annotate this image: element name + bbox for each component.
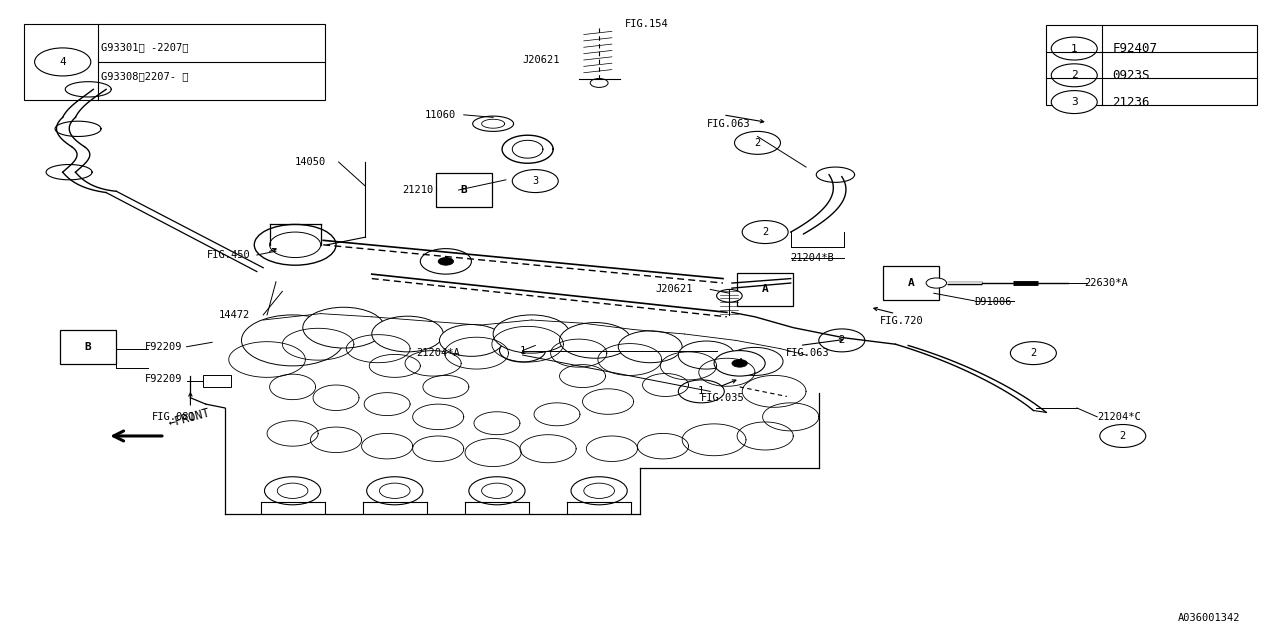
Circle shape <box>438 257 453 265</box>
Circle shape <box>727 348 783 376</box>
Text: A: A <box>762 284 768 294</box>
Text: F92407: F92407 <box>1112 42 1157 55</box>
Text: FIG.720: FIG.720 <box>881 316 924 326</box>
Text: FIG.450: FIG.450 <box>206 250 251 260</box>
Text: 14472: 14472 <box>219 310 251 320</box>
Circle shape <box>493 315 570 353</box>
Circle shape <box>714 351 765 376</box>
Text: J20621: J20621 <box>522 55 559 65</box>
Circle shape <box>512 170 558 193</box>
Text: FIG.035: FIG.035 <box>701 393 745 403</box>
Text: G93301〈 -2207〉: G93301〈 -2207〉 <box>101 42 188 52</box>
Circle shape <box>242 315 344 366</box>
Text: 21204*B: 21204*B <box>791 253 835 262</box>
Bar <box>883 266 938 300</box>
Text: 21204*A: 21204*A <box>416 348 461 358</box>
Circle shape <box>420 248 471 274</box>
Text: A: A <box>908 278 914 288</box>
Text: 1: 1 <box>520 346 526 356</box>
Circle shape <box>927 278 946 288</box>
Circle shape <box>584 483 614 499</box>
Circle shape <box>742 221 788 244</box>
Bar <box>737 273 794 306</box>
Circle shape <box>265 477 321 505</box>
Text: D91006: D91006 <box>974 297 1012 307</box>
Text: 1: 1 <box>1071 44 1078 54</box>
Bar <box>435 173 492 207</box>
Circle shape <box>439 324 503 356</box>
Text: J20621: J20621 <box>655 284 692 294</box>
Circle shape <box>1010 342 1056 365</box>
Text: G93308〈2207- 〉: G93308〈2207- 〉 <box>101 72 188 81</box>
Circle shape <box>1051 91 1097 113</box>
Text: 2: 2 <box>754 138 760 148</box>
Text: 2: 2 <box>1071 70 1078 80</box>
Text: 4: 4 <box>443 257 449 266</box>
Text: FIG.063: FIG.063 <box>707 119 750 129</box>
Text: F92209: F92209 <box>145 374 183 383</box>
Text: FIG.081: FIG.081 <box>152 412 196 422</box>
Circle shape <box>732 360 748 367</box>
Text: 2: 2 <box>1030 348 1037 358</box>
Bar <box>1046 25 1257 104</box>
Bar <box>24 24 325 100</box>
Text: 1: 1 <box>698 387 704 396</box>
Circle shape <box>717 289 742 302</box>
Text: 21210: 21210 <box>402 185 433 195</box>
Bar <box>60 330 116 364</box>
Text: 0923S: 0923S <box>1112 69 1149 82</box>
Circle shape <box>678 341 735 369</box>
Circle shape <box>735 131 781 154</box>
Circle shape <box>618 331 682 363</box>
Text: 2: 2 <box>1120 431 1126 441</box>
Text: 4: 4 <box>59 57 67 67</box>
Circle shape <box>278 483 308 499</box>
Text: 21204*C: 21204*C <box>1097 412 1140 422</box>
Circle shape <box>819 329 865 352</box>
Circle shape <box>559 323 631 358</box>
Bar <box>204 376 232 387</box>
Text: 3: 3 <box>1071 97 1078 107</box>
Circle shape <box>481 483 512 499</box>
Circle shape <box>678 380 724 403</box>
Circle shape <box>1051 64 1097 87</box>
Text: ←FRONT: ←FRONT <box>168 406 212 429</box>
Text: 22630*A: 22630*A <box>1084 278 1128 288</box>
Circle shape <box>303 307 384 348</box>
Circle shape <box>1051 37 1097 60</box>
Circle shape <box>255 225 337 265</box>
Circle shape <box>571 477 627 505</box>
Text: 4: 4 <box>736 358 742 369</box>
Circle shape <box>35 48 91 76</box>
Text: A036001342: A036001342 <box>1178 612 1240 623</box>
Text: FIG.063: FIG.063 <box>786 348 829 358</box>
Text: B: B <box>84 342 92 352</box>
Text: 3: 3 <box>532 176 539 186</box>
Circle shape <box>590 79 608 88</box>
Circle shape <box>717 352 763 375</box>
Circle shape <box>1100 424 1146 447</box>
Text: 14050: 14050 <box>294 157 326 167</box>
Text: FIG.154: FIG.154 <box>625 19 668 29</box>
Circle shape <box>422 250 468 273</box>
Text: 21236: 21236 <box>1112 95 1149 109</box>
Text: 2: 2 <box>838 335 845 346</box>
Circle shape <box>270 232 321 257</box>
Circle shape <box>499 339 545 362</box>
Text: 2: 2 <box>762 227 768 237</box>
Text: 11060: 11060 <box>425 110 456 120</box>
Circle shape <box>468 477 525 505</box>
Circle shape <box>379 483 410 499</box>
Circle shape <box>366 477 422 505</box>
Text: F92209: F92209 <box>145 342 183 352</box>
Circle shape <box>371 316 443 352</box>
Text: B: B <box>461 185 467 195</box>
